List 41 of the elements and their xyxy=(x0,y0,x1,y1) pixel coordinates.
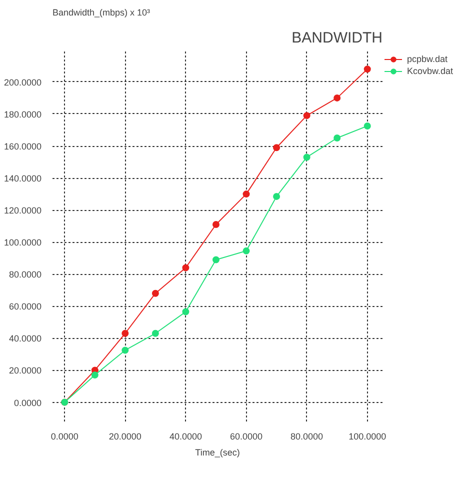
point xyxy=(303,154,310,161)
x-tick-label: 0.0000 xyxy=(50,432,78,442)
y-axis-title: Bandwidth_(mbps) x 10³ xyxy=(52,8,150,18)
point xyxy=(273,192,280,200)
y-tick-label: 140.0000 xyxy=(4,174,42,184)
x-tick-label: 60.0000 xyxy=(230,432,263,442)
y-tick-label: 120.0000 xyxy=(4,206,42,216)
y-tick-label: 60.0000 xyxy=(8,302,42,312)
y-tick-label: 200.0000 xyxy=(4,77,42,88)
y-tick-label: 40.0000 xyxy=(8,334,42,344)
point xyxy=(334,94,341,102)
y-tick-label: 180.0000 xyxy=(4,109,42,120)
point xyxy=(303,112,310,120)
chart-title: BANDWIDTH xyxy=(292,30,382,46)
x-tick-label: 40.0000 xyxy=(169,432,202,442)
point xyxy=(242,247,250,254)
point xyxy=(122,346,129,354)
legend-label: pcpbw.dat xyxy=(407,53,448,65)
point xyxy=(364,122,371,130)
point xyxy=(212,256,220,264)
point xyxy=(152,330,159,337)
y-tick-label: 0.0000 xyxy=(14,398,42,408)
point xyxy=(334,134,341,142)
point xyxy=(273,144,280,152)
point xyxy=(182,308,190,316)
point xyxy=(182,264,190,272)
x-axis-title: Time_(sec) xyxy=(195,448,240,458)
y-tick-label: 20.0000 xyxy=(8,366,42,376)
y-tick-label: 100.0000 xyxy=(4,238,42,248)
x-tick-label: 100.0000 xyxy=(348,432,386,442)
x-tick-label: 80.0000 xyxy=(290,432,324,442)
legend-label: Kcovbw.dat xyxy=(407,65,454,77)
y-tick-label: 80.0000 xyxy=(8,270,42,280)
point xyxy=(364,66,371,73)
point xyxy=(122,330,129,337)
point xyxy=(212,220,220,228)
y-tick-label: 160.0000 xyxy=(4,142,42,152)
point xyxy=(242,190,250,198)
x-tick-label: 20.0000 xyxy=(108,432,142,442)
point xyxy=(91,372,98,379)
point xyxy=(152,290,159,297)
